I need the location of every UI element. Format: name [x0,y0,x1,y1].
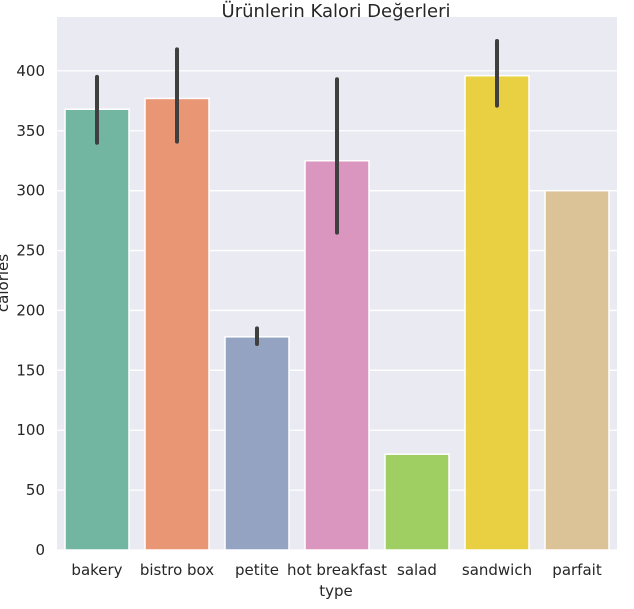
x-axis-label: type [319,582,353,600]
y-tick-label: 50 [26,481,45,499]
y-tick-label: 300 [16,182,45,200]
error-bars [95,38,499,346]
x-tick-label: bistro box [140,561,214,579]
x-tick-label: petite [235,561,279,579]
y-tick-label: 150 [16,361,45,379]
x-tick-label: sandwich [462,561,532,579]
bar-parfait [544,189,610,551]
bar-sandwich [464,74,530,551]
y-tick-label: 400 [16,62,45,80]
y-axis-label: calories [0,254,12,312]
x-tick-label: bakery [71,561,122,579]
x-tick-label: hot breakfast [287,561,387,579]
y-tick-label: 0 [35,541,45,559]
y-tick-label: 250 [16,242,45,260]
y-tick-label: 200 [16,301,45,319]
bar-petite [224,336,290,551]
bar-bakery [64,108,130,551]
x-tick-labels: bakery bistro box petite hot breakfast salad… [71,561,601,579]
y-tick-labels: 0 50 100 150 200 250 300 350 400 [16,62,45,559]
y-tick-label: 350 [16,122,45,140]
bar-bistro-box [144,97,210,551]
chart-title: Ürünlerin Kalori Değerleri [222,0,451,22]
bar-salad [384,453,450,551]
x-tick-label: parfait [552,561,602,579]
x-tick-label: salad [397,561,437,579]
y-tick-label: 100 [16,421,45,439]
